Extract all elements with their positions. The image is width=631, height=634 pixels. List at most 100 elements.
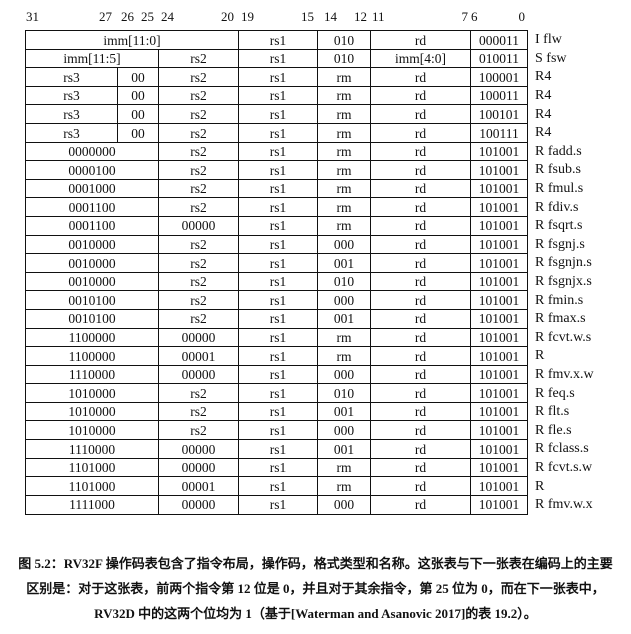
row-type-label: R xyxy=(535,348,545,364)
field-cell: rd xyxy=(370,30,471,51)
field-cell: rd xyxy=(370,271,471,293)
field-cell: rd xyxy=(370,290,471,311)
row-type-label: R fle.s xyxy=(535,422,572,438)
field-cell: rm xyxy=(317,327,371,349)
row-type-label: R fclass.s xyxy=(535,441,589,457)
field-cell: 100111 xyxy=(470,122,528,144)
field-cell: rs1 xyxy=(238,364,318,386)
field-cell: rm xyxy=(317,85,371,107)
field-cell: rs2 xyxy=(158,197,239,218)
field-cell: 0010000 xyxy=(25,234,159,256)
bit-index-label: 27 xyxy=(99,9,112,24)
row-type-label: R fadd.s xyxy=(535,143,582,159)
field-cell: rs1 xyxy=(238,420,318,442)
bit-index-label: 31 xyxy=(26,9,39,24)
field-cell: rd xyxy=(370,178,471,200)
bit-position-ruler: 31 27 26 25 24 20 19 15 14 12 11 7 6 0 xyxy=(0,9,631,27)
row-type-label: R fsqrt.s xyxy=(535,218,583,234)
row-type-label: R fsgnj.s xyxy=(535,236,585,252)
field-cell: 00000 xyxy=(158,215,239,237)
table-row: 0000100 rs2 rs1 rm rd 101001 R fsub.s xyxy=(25,160,594,181)
field-cell: rs1 xyxy=(238,67,318,88)
field-cell: rs1 xyxy=(238,439,318,460)
table-row: 0001100 00000 rs1 rm rd 101001 R fsqrt.s xyxy=(25,215,594,237)
row-type-label: R fsub.s xyxy=(535,162,581,178)
field-cell: 000 xyxy=(317,494,371,516)
row-type-label: R flt.s xyxy=(535,404,570,420)
row-type-label: R fcvt.s.w xyxy=(535,459,593,475)
field-cell: 00001 xyxy=(158,346,239,367)
field-cell: 100001 xyxy=(470,67,528,88)
field-cell: 0001100 xyxy=(25,197,159,218)
field-cell: rs2 xyxy=(158,85,239,107)
field-cell: 1100000 xyxy=(25,346,159,367)
field-cell: 000 xyxy=(317,290,371,311)
row-type-label: R4 xyxy=(535,125,552,141)
table-row: 1100000 00001 rs1 rm rd 101001 R xyxy=(25,346,594,367)
field-cell: rs1 xyxy=(238,383,318,404)
field-cell: rs2 xyxy=(158,141,239,163)
field-cell: rs2 xyxy=(158,271,239,293)
caption-line-3: RV32D 中的这两个位均为 1（基于[Waterman and Asanovi… xyxy=(94,606,537,621)
caption-line-1: 图 5.2：RV32F 操作码表包含了指令布局，操作码，格式类型和名称。这张表与… xyxy=(18,556,613,571)
bit-index-label: 24 xyxy=(161,9,174,24)
bit-index-label: 19 xyxy=(241,9,254,24)
field-cell: 101001 xyxy=(470,308,528,330)
field-cell: rs3 xyxy=(25,122,118,144)
bit-index-label: 0 xyxy=(518,9,526,24)
row-type-label: R fmv.x.w xyxy=(535,366,594,382)
field-cell: 010011 xyxy=(470,48,528,70)
field-cell: 101001 xyxy=(470,253,528,274)
field-cell: rd xyxy=(370,364,471,386)
field-cell: 000 xyxy=(317,364,371,386)
table-row: rs3 00 rs2 rs1 rm rd 100001 R4 xyxy=(25,67,594,88)
field-cell: rd xyxy=(370,401,471,423)
field-cell: 010 xyxy=(317,30,371,51)
row-type-label: S fsw xyxy=(535,50,567,66)
field-cell: rs2 xyxy=(158,178,239,200)
field-cell: rs1 xyxy=(238,48,318,70)
field-cell: rs1 xyxy=(238,401,318,423)
field-cell: 0000100 xyxy=(25,160,159,181)
bit-index-label: 7 xyxy=(461,9,469,24)
field-cell: imm[4:0] xyxy=(370,48,471,70)
field-cell: rs1 xyxy=(238,290,318,311)
field-cell: rd xyxy=(370,197,471,218)
field-cell: 001 xyxy=(317,401,371,423)
field-cell: 00000 xyxy=(158,439,239,460)
row-type-label: R xyxy=(535,478,545,494)
field-cell: 1010000 xyxy=(25,401,159,423)
field-cell: rs1 xyxy=(238,215,318,237)
field-cell: rs1 xyxy=(238,122,318,144)
field-cell: rs1 xyxy=(238,85,318,107)
field-cell: rs2 xyxy=(158,48,239,70)
field-cell: 101001 xyxy=(470,178,528,200)
field-cell: 000 xyxy=(317,234,371,256)
field-cell: 101001 xyxy=(470,401,528,423)
field-cell: rs2 xyxy=(158,253,239,274)
field-cell: 101001 xyxy=(470,439,528,460)
field-cell: rs1 xyxy=(238,178,318,200)
bit-index-label: 20 xyxy=(221,9,234,24)
field-cell: rs1 xyxy=(238,234,318,256)
field-cell: 101001 xyxy=(470,476,528,497)
field-cell: rd xyxy=(370,346,471,367)
field-cell: 101001 xyxy=(470,215,528,237)
field-cell: 1110000 xyxy=(25,364,159,386)
bit-index-label: 6 xyxy=(471,9,478,24)
row-type-label: R4 xyxy=(535,88,552,104)
field-cell: imm[11:5] xyxy=(25,48,159,70)
field-cell: 101001 xyxy=(470,420,528,442)
field-cell: rd xyxy=(370,253,471,274)
field-cell: 0010100 xyxy=(25,308,159,330)
field-cell: rs3 xyxy=(25,67,118,88)
field-cell: rs3 xyxy=(25,104,118,125)
field-cell: rs2 xyxy=(158,308,239,330)
field-cell: rm xyxy=(317,457,371,479)
field-cell: rd xyxy=(370,439,471,460)
field-cell: 1010000 xyxy=(25,383,159,404)
